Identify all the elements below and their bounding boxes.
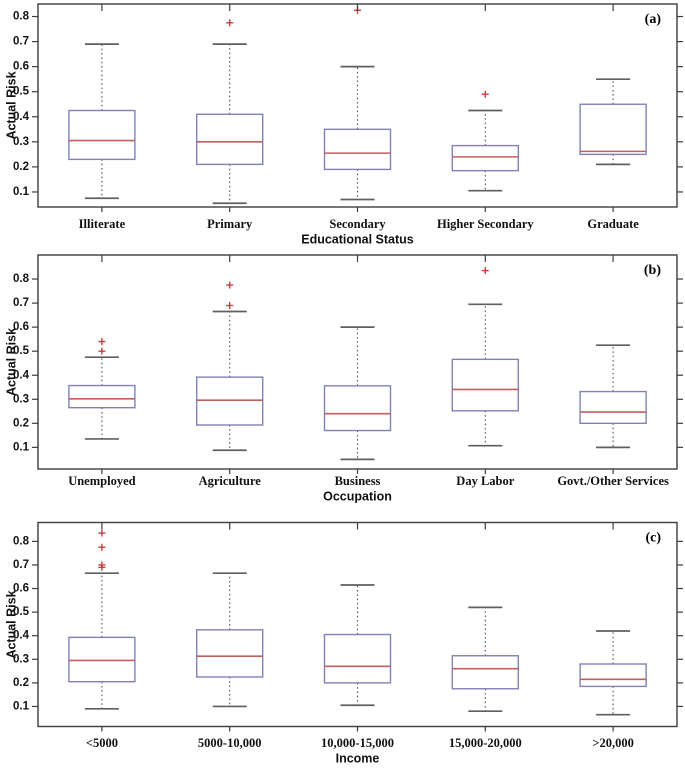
x-tick-label: >20,000	[592, 736, 634, 750]
y-tick-label: 0.2	[13, 417, 29, 429]
y-tick-label: 0.7	[13, 297, 29, 309]
x-axis-title: Income	[336, 751, 380, 765]
y-tick-label: 0.7	[13, 559, 29, 571]
y-tick-label: 0.3	[13, 136, 29, 148]
y-tick-label: 0.8	[13, 11, 30, 23]
x-tick-label: 15,000-20,000	[449, 736, 522, 750]
y-tick-label: 0.7	[13, 36, 29, 48]
x-tick-label: Agriculture	[199, 474, 262, 488]
x-tick-label: 5000-10,000	[198, 736, 262, 750]
x-axis-title: Educational Status	[301, 232, 414, 246]
outlier-marker	[98, 543, 106, 551]
outlier-marker	[226, 19, 234, 27]
box-20-000	[579, 630, 647, 716]
x-tick-label: 10,000-15,000	[321, 736, 394, 750]
outlier-marker	[481, 267, 489, 275]
box-business	[323, 326, 392, 461]
panel-a: Illiterate Primary Secondary Higher Seconda…	[4, 3, 683, 246]
y-tick-label: 0.8	[13, 535, 30, 547]
x-tick-label: Graduate	[587, 217, 639, 231]
y-tick-label: 0.6	[13, 583, 29, 595]
x-tick-label: <5000	[86, 736, 118, 750]
x-tick-label: Primary	[207, 217, 253, 231]
x-axis-title: Occupation	[323, 489, 392, 503]
y-axis-title: Actual Risk	[4, 71, 18, 139]
y-tick-label: 0.5	[13, 606, 30, 618]
y-tick-label: 0.2	[13, 677, 29, 689]
y-tick-label: 0.1	[13, 700, 30, 712]
box-higher-secondary	[451, 90, 519, 192]
axis-frame	[37, 3, 678, 208]
y-tick-label: 0.4	[13, 369, 30, 381]
box-graduate	[579, 78, 647, 166]
panel-letter: (b)	[644, 263, 661, 278]
box-illiterate	[68, 43, 136, 200]
y-tick-label: 0.3	[13, 653, 29, 665]
box-secondary	[323, 6, 392, 201]
y-tick-label: 0.2	[13, 161, 29, 173]
box-5000-10-000	[195, 572, 264, 708]
outlier-marker	[226, 301, 234, 309]
y-tick-label: 0.6	[13, 321, 29, 333]
y-tick-label: 0.6	[13, 61, 29, 73]
panel-b: Unemployed Agriculture Business Day Labor Go…	[4, 254, 683, 503]
axis-frame	[37, 254, 678, 470]
panel-letter: (c)	[645, 531, 661, 546]
box-agriculture	[195, 281, 264, 452]
outlier-marker	[226, 281, 234, 289]
x-tick-label: Day Labor	[456, 474, 514, 488]
box-15-000-20-000	[451, 606, 519, 713]
outlier-marker	[98, 347, 106, 355]
x-tick-label: Govt./Other Services	[557, 474, 669, 488]
outlier-marker	[98, 529, 106, 537]
y-axis-title: Actual Risk	[4, 590, 18, 658]
x-tick-label: Secondary	[329, 217, 386, 231]
box-govt-other-services	[579, 344, 647, 449]
outlier-marker	[98, 563, 106, 571]
panel-letter: (a)	[645, 12, 662, 27]
box-5000	[68, 529, 136, 710]
box-day-labor	[451, 267, 519, 447]
y-tick-label: 0.5	[13, 86, 30, 98]
outlier-marker	[98, 338, 106, 346]
box-primary	[195, 19, 264, 205]
box-10-000-15-000	[323, 584, 392, 707]
y-tick-label: 0.1	[13, 186, 30, 198]
box-unemployed	[68, 338, 136, 440]
y-axis-title: Actual Risk	[4, 328, 18, 396]
y-tick-label: 0.4	[13, 630, 30, 642]
outlier-marker	[481, 90, 489, 98]
panel-c: <5000 5000-10,000 10,000-15,000 15,000-20,0…	[4, 521, 683, 765]
y-tick-label: 0.5	[13, 345, 30, 357]
x-tick-label: Illiterate	[79, 217, 126, 231]
x-tick-label: Business	[335, 474, 381, 488]
y-tick-label: 0.1	[13, 441, 30, 453]
x-tick-label: Unemployed	[68, 474, 135, 488]
y-tick-label: 0.8	[13, 273, 30, 285]
axis-frame	[37, 521, 678, 728]
y-tick-label: 0.4	[13, 111, 30, 123]
x-tick-label: Higher Secondary	[437, 217, 534, 231]
y-tick-label: 0.3	[13, 393, 29, 405]
